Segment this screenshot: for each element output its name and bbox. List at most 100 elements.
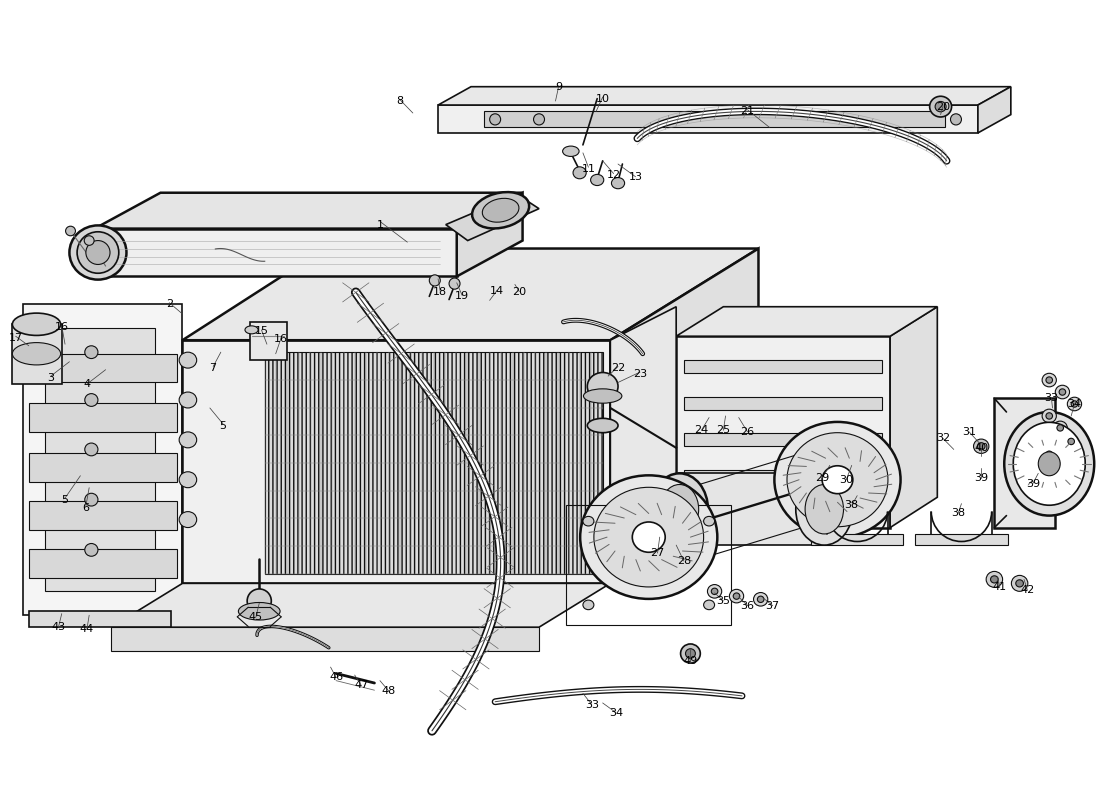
Text: 8: 8: [396, 96, 404, 106]
Polygon shape: [29, 611, 172, 627]
Polygon shape: [684, 507, 882, 519]
Text: 23: 23: [632, 369, 647, 378]
Text: 31: 31: [962, 427, 976, 437]
Text: 40: 40: [975, 443, 988, 453]
Polygon shape: [29, 549, 177, 578]
Ellipse shape: [1004, 412, 1094, 515]
Ellipse shape: [651, 474, 708, 545]
Text: 32: 32: [936, 434, 950, 443]
Ellipse shape: [12, 342, 60, 365]
Text: 10: 10: [596, 94, 609, 104]
Text: 25: 25: [716, 426, 730, 435]
Text: 20: 20: [936, 102, 950, 113]
Ellipse shape: [930, 96, 952, 117]
Ellipse shape: [594, 487, 704, 587]
Polygon shape: [265, 352, 603, 574]
Text: 34: 34: [1067, 399, 1081, 409]
Text: 33: 33: [585, 699, 598, 710]
Ellipse shape: [85, 543, 98, 556]
Ellipse shape: [1042, 374, 1056, 387]
Ellipse shape: [1011, 575, 1027, 591]
Ellipse shape: [935, 102, 946, 112]
Text: 20: 20: [513, 287, 526, 298]
Text: 21: 21: [740, 106, 755, 117]
Ellipse shape: [85, 346, 98, 358]
Ellipse shape: [562, 146, 579, 157]
Ellipse shape: [707, 585, 722, 598]
Polygon shape: [684, 470, 882, 483]
Text: 36: 36: [740, 601, 755, 610]
Polygon shape: [438, 105, 978, 133]
Polygon shape: [29, 454, 177, 482]
Ellipse shape: [1046, 413, 1053, 419]
Ellipse shape: [729, 590, 744, 603]
Ellipse shape: [1064, 434, 1078, 448]
Polygon shape: [456, 193, 522, 277]
Text: 2: 2: [166, 299, 173, 310]
Ellipse shape: [974, 439, 989, 454]
Ellipse shape: [472, 192, 529, 229]
Polygon shape: [29, 354, 177, 382]
Polygon shape: [684, 397, 882, 410]
Ellipse shape: [1071, 401, 1078, 407]
Ellipse shape: [1013, 422, 1086, 506]
Text: 35: 35: [716, 596, 730, 606]
Polygon shape: [438, 86, 1011, 105]
Ellipse shape: [534, 114, 544, 125]
Text: 16: 16: [274, 334, 288, 345]
Ellipse shape: [712, 588, 718, 594]
Polygon shape: [12, 324, 62, 384]
Text: 28: 28: [676, 556, 691, 566]
Polygon shape: [183, 340, 610, 583]
Ellipse shape: [1046, 377, 1053, 383]
Ellipse shape: [986, 571, 1002, 587]
Polygon shape: [610, 306, 676, 559]
Ellipse shape: [1042, 447, 1056, 461]
Text: 22: 22: [610, 363, 625, 373]
Polygon shape: [29, 403, 177, 432]
Ellipse shape: [245, 326, 258, 334]
Ellipse shape: [12, 313, 60, 335]
Ellipse shape: [786, 433, 888, 526]
Text: 14: 14: [491, 286, 505, 296]
Text: 39: 39: [1025, 478, 1040, 489]
Text: 19: 19: [455, 291, 470, 302]
Polygon shape: [994, 398, 1055, 527]
Polygon shape: [95, 229, 456, 277]
Ellipse shape: [704, 600, 715, 610]
Ellipse shape: [77, 232, 119, 274]
Text: 38: 38: [952, 508, 965, 518]
Ellipse shape: [482, 198, 519, 222]
Ellipse shape: [704, 516, 715, 526]
Text: 43: 43: [52, 622, 66, 632]
Text: 15: 15: [254, 326, 268, 336]
Ellipse shape: [179, 352, 197, 368]
Ellipse shape: [774, 422, 901, 538]
Ellipse shape: [1038, 452, 1060, 476]
Polygon shape: [95, 193, 522, 229]
Ellipse shape: [950, 114, 961, 125]
Ellipse shape: [805, 485, 844, 534]
Text: 6: 6: [82, 502, 89, 513]
Ellipse shape: [685, 649, 695, 658]
Text: 41: 41: [993, 582, 1007, 592]
Ellipse shape: [587, 373, 618, 400]
Ellipse shape: [179, 512, 197, 527]
Ellipse shape: [583, 600, 594, 610]
Text: 5: 5: [220, 421, 227, 430]
Ellipse shape: [85, 494, 98, 506]
Ellipse shape: [69, 226, 126, 280]
Ellipse shape: [587, 418, 618, 433]
Text: 4: 4: [84, 379, 90, 389]
Polygon shape: [684, 360, 882, 373]
Text: 48: 48: [382, 686, 396, 696]
Polygon shape: [915, 534, 1008, 545]
Text: 47: 47: [354, 681, 368, 690]
Ellipse shape: [66, 226, 76, 236]
Text: 11: 11: [582, 164, 595, 174]
Text: 39: 39: [975, 473, 988, 483]
Ellipse shape: [248, 589, 272, 613]
Ellipse shape: [429, 275, 440, 286]
Polygon shape: [45, 328, 155, 591]
Polygon shape: [811, 534, 903, 545]
